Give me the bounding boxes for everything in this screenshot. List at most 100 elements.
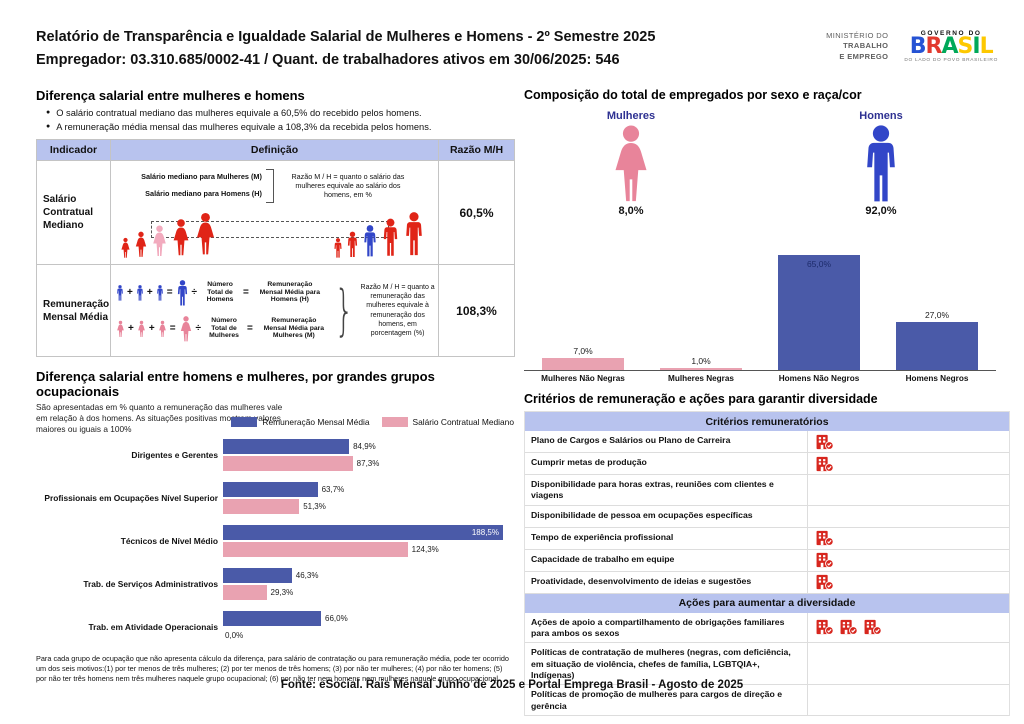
governo-do-brasil-logo: GOVERNO DO BRASIL DO LADO DO POVO BRASIL… xyxy=(904,30,998,63)
criteria-label: Políticas de promoção de mulheres para c… xyxy=(531,689,783,711)
occupation-bar-row: 63,7% xyxy=(223,482,514,497)
report-header: Relatório de Transparência e Igualdade S… xyxy=(36,26,655,72)
composition-bar-slot: 65,0% xyxy=(760,255,878,370)
bracket-shape xyxy=(265,168,274,203)
criteria-check-cell xyxy=(807,612,1009,643)
occupation-group: Dirigentes e Gerentes 84,9% 87,3% xyxy=(36,439,514,471)
median-women-line: Salário mediano para Mulheres (M) xyxy=(141,171,262,181)
criteria-check-cell xyxy=(807,475,1009,505)
men-result-label: Remuneração Mensal Média para Homens (H) xyxy=(259,280,321,304)
bar-category-label: Homens Negros xyxy=(905,374,969,383)
bar-value-label: 65,0% xyxy=(806,259,832,270)
occupation-bar-row: 51,3% xyxy=(223,499,514,514)
man-icon xyxy=(116,284,124,302)
criteria-label: Capacidade de trabalho em equipe xyxy=(531,553,675,564)
bar-value-label: 51,3% xyxy=(303,502,326,511)
man-icon-large xyxy=(861,125,901,203)
woman-icon xyxy=(137,320,146,338)
company-check-icon xyxy=(816,434,834,450)
man-icon xyxy=(381,215,400,260)
occupation-bar xyxy=(223,439,350,454)
col-header-razao: Razão M/H xyxy=(438,139,515,161)
women-result-label: Remuneração Mensal Média para Mulheres (… xyxy=(263,316,325,340)
bullet-icon: ● xyxy=(46,109,51,116)
occupation-bar-row: 87,3% xyxy=(223,456,514,471)
criteria-check-cell xyxy=(807,453,1009,474)
indicator-name: Remuneração Mensal Média xyxy=(36,264,111,357)
men-size-icons xyxy=(333,208,425,260)
occupation-bar: 188,5% xyxy=(223,525,503,540)
man-icon xyxy=(156,284,164,302)
plus-sign: + xyxy=(128,323,134,334)
criteria-check-cell xyxy=(807,527,1009,549)
criteria-label: Ações de apoio a compartilhamento de obr… xyxy=(531,616,785,638)
occupation-bar-row: 29,3% xyxy=(223,585,514,600)
brand-letter: I xyxy=(972,34,980,59)
criteria-label: Políticas de contratação de mulheres (ne… xyxy=(531,647,791,680)
composition-bar: 65,0% xyxy=(778,255,860,370)
bar-value-label: 29,3% xyxy=(270,588,294,597)
occupation-group: Trab. de Serviços Administrativos 46,3% 29… xyxy=(36,568,514,600)
brasil-wordmark: BRASIL xyxy=(904,34,998,59)
woman-icon xyxy=(158,320,167,338)
median-definition: Salário mediano para Mulheres (M) Salári… xyxy=(112,168,437,203)
bar-value-label: 124,3% xyxy=(411,545,439,554)
criteria-section-title: Critérios de remuneração e ações para ga… xyxy=(524,392,878,406)
man-icon-large xyxy=(176,279,189,307)
occupation-bars: 188,5% 124,3% xyxy=(223,525,514,557)
median-men-line: Salário mediano para Homens (H) xyxy=(145,188,262,198)
bar-value-label: 66,0% xyxy=(325,614,348,623)
occupation-bar xyxy=(223,611,322,626)
bar-category-label: Mulheres Não Negras xyxy=(541,374,625,383)
man-icon xyxy=(346,229,359,260)
occupation-bar-row: 124,3% xyxy=(223,542,514,557)
male-figure: Homens 92,0% xyxy=(816,110,946,217)
occupation-bars: 63,7% 51,3% xyxy=(223,482,514,514)
men-divisor-label: Número Total de Homens xyxy=(206,280,234,304)
woman-icon xyxy=(194,208,217,260)
criteria-check-cell xyxy=(807,505,1009,527)
equals-sign: = xyxy=(247,323,253,334)
occupations-subtitle: São apresentadas em % quanto a remuneraç… xyxy=(36,402,283,434)
bar-value-label: 1,0% xyxy=(691,356,711,366)
company-check-icon xyxy=(816,574,834,590)
composition-bar-slot: 7,0% xyxy=(524,346,642,370)
definition-cell-mean: + + = ÷ Número Total de Homens = Remuner… xyxy=(110,264,439,357)
occupations-section-title: Diferença salarial entre homens e mulher… xyxy=(36,369,435,399)
brace-shape: } xyxy=(334,279,354,342)
women-divisor-label: Número Total de Mulheres xyxy=(209,316,239,340)
definition-cell-median: Salário mediano para Mulheres (M) Salári… xyxy=(110,160,439,265)
criteria-check-cell xyxy=(807,549,1009,571)
equals-sign: = xyxy=(169,323,176,334)
man-icon xyxy=(403,208,425,260)
criteria-row: Políticas de promoção de mulheres para c… xyxy=(525,685,1009,716)
bar-value-label: 87,3% xyxy=(356,459,380,468)
company-check-icon xyxy=(840,619,858,635)
people-size-diagram xyxy=(112,204,437,262)
criteria-row: Tempo de experiência profissional xyxy=(525,527,1009,550)
equals-sign: = xyxy=(243,287,249,298)
occupation-bar-row: 84,9% xyxy=(223,439,514,454)
legend-item-mensal-media: Remuneração Mensal Média xyxy=(231,417,370,427)
criteria-label: Tempo de experiência profissional xyxy=(531,531,674,542)
criteria-label: Proatividade, desenvolvimento de ideias … xyxy=(531,575,752,586)
occupation-bar xyxy=(223,499,300,514)
gap-bullets: ● O salário contratual mediano das mulher… xyxy=(46,108,514,132)
criteria-row: Disponibilidade para horas extras, reuni… xyxy=(525,475,1009,506)
company-check-icon xyxy=(816,530,834,546)
criteria-check-cell xyxy=(807,431,1009,452)
criteria-label: Plano de Cargos e Salários ou Plano de C… xyxy=(531,435,731,445)
criteria-label: Disponibilidade de pessoa em ocupações e… xyxy=(531,509,753,520)
man-icon-median xyxy=(362,222,378,260)
bar-value-label: 63,7% xyxy=(321,485,345,494)
legend-swatch-blue xyxy=(231,417,258,427)
bar-category-label: Homens Não Negros xyxy=(778,374,860,383)
company-check-icon xyxy=(816,552,834,568)
women-size-icons xyxy=(120,208,217,260)
col-header-definicao: Definição xyxy=(110,139,439,161)
criteria-row: Proatividade, desenvolvimento de ideias … xyxy=(525,571,1009,594)
mean-ratio-note: Razão M / H = quanto a remuneração das m… xyxy=(360,284,435,337)
plus-sign: + xyxy=(146,287,153,298)
woman-icon xyxy=(134,229,148,260)
bar-value-label: 84,9% xyxy=(353,442,376,451)
